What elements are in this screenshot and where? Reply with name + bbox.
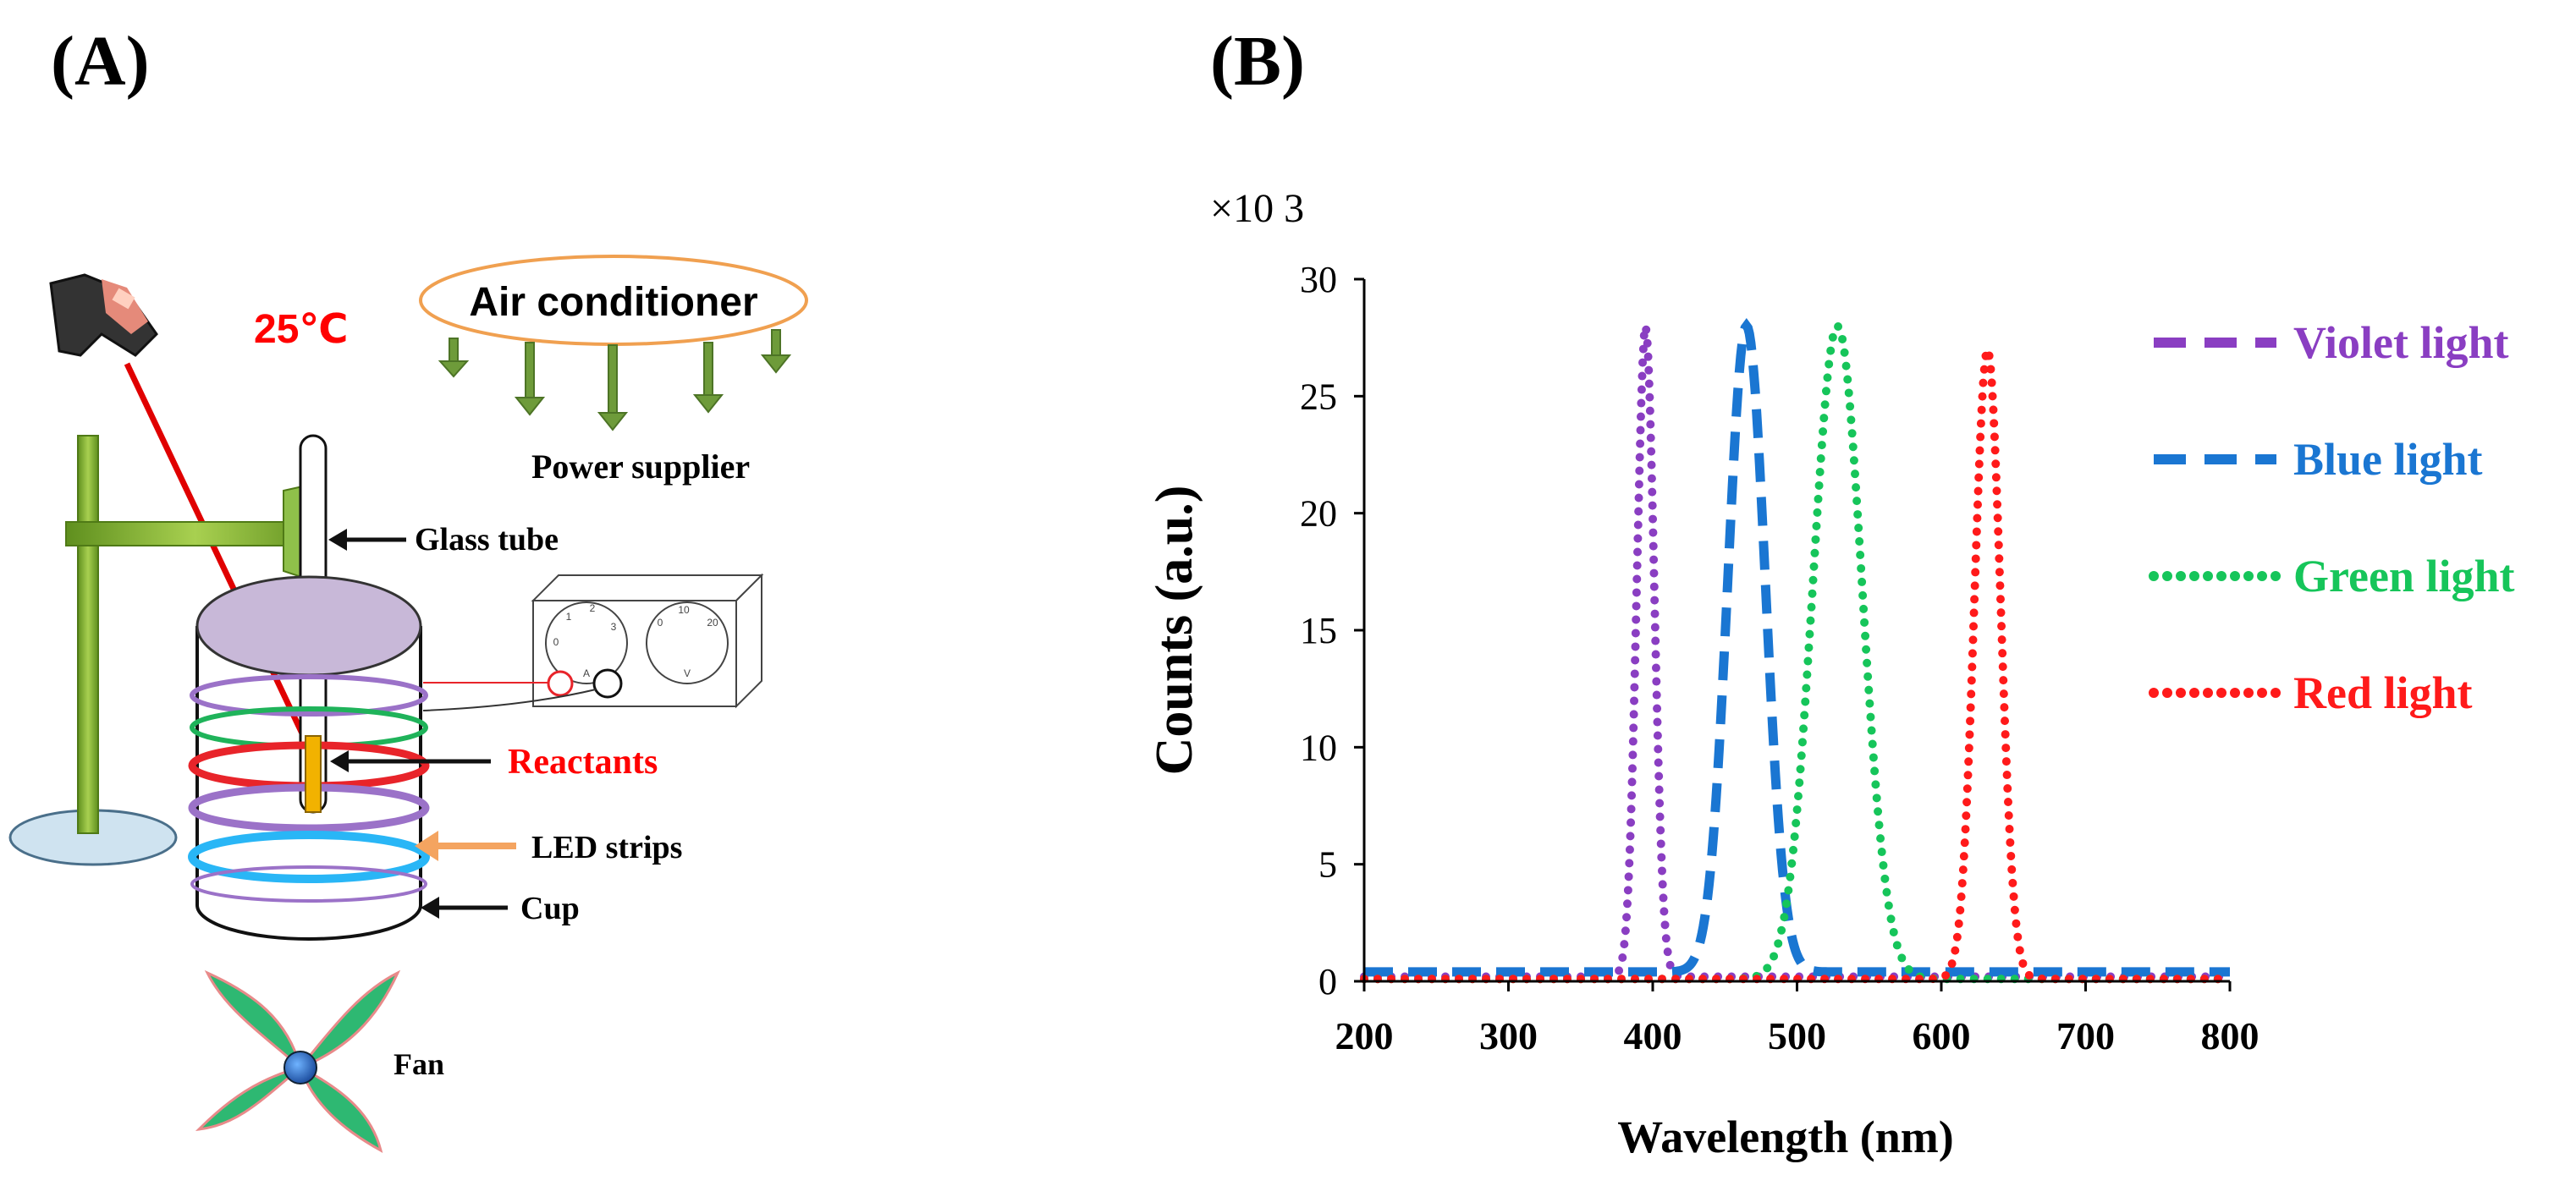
led-strips-arrow-icon [415, 831, 516, 861]
series-blue-light [1364, 318, 2230, 977]
glass-tube-label: Glass tube [415, 522, 559, 557]
airflow-arrow-icon [514, 342, 546, 416]
cup-arrow-icon [421, 897, 508, 919]
x-tick-label: 500 [1768, 1014, 1826, 1057]
svg-text:20: 20 [707, 617, 718, 629]
airflow-arrow-icon [597, 344, 629, 431]
panel-b: (B) ×10 3 200 300 400 500 600 700 800051015202… [1146, 22, 2515, 1162]
panel-b-label: (B) [1210, 22, 1305, 101]
legend-label: Red light [2293, 667, 2473, 718]
x-tick-label: 600 [1913, 1014, 1971, 1057]
glass-tube-arrow-icon [328, 529, 406, 551]
led-ring-violet [190, 674, 428, 717]
power-supplier-label: Power supplier [531, 447, 750, 486]
y-tick-label: 25 [1300, 376, 1337, 417]
reactants-label: Reactants [508, 743, 658, 782]
black-terminal-icon [592, 668, 623, 699]
panel-a-label: (A) [51, 22, 150, 101]
y-tick-label: 20 [1300, 493, 1337, 535]
led-ring-cyan [188, 831, 430, 883]
airflow-arrows [438, 329, 792, 431]
y-tick-label: 5 [1318, 844, 1337, 886]
fan-icon [195, 969, 401, 1153]
air-conditioner-label: Air conditioner [469, 280, 757, 325]
thermometer-icon [49, 273, 158, 357]
cup [195, 575, 422, 941]
led-strips-label: LED strips [531, 830, 682, 865]
voltmeter-dial-icon [646, 601, 729, 684]
svg-text:V: V [684, 667, 691, 679]
laser-beam [124, 362, 321, 767]
ammeter-dial-icon [545, 601, 628, 684]
temperature-label: 25℃ [254, 307, 349, 352]
x-tick-label: 300 [1479, 1014, 1538, 1057]
svg-text:A: A [583, 667, 590, 679]
airflow-arrow-icon [438, 338, 470, 378]
svg-text:0: 0 [658, 617, 663, 629]
y-tick-label: 0 [1318, 961, 1337, 1002]
reactant-tube [305, 735, 322, 813]
svg-text:1: 1 [566, 611, 572, 623]
cup-label: Cup [520, 891, 580, 926]
red-terminal-icon [547, 670, 574, 697]
emission-spectrum-chart: 200 300 400 500 600 700 800 0 5 10 15 20 25 30 Wavele… [1146, 259, 2515, 1162]
svg-text:3: 3 [611, 621, 617, 633]
reactants-arrow-icon [330, 750, 491, 772]
panel-a: (A) 25℃ Air conditioner Power supplier [8, 22, 808, 1153]
y-tick-label: 30 [1300, 259, 1337, 300]
airflow-arrow-icon [760, 329, 792, 374]
series-red-light [1360, 337, 2234, 984]
x-tick-label: 800 [2201, 1014, 2260, 1057]
x-tick-label: 700 [2056, 1014, 2115, 1057]
svg-text:10: 10 [678, 604, 690, 616]
legend: Violet light Blue light Green light Red lig… [2149, 317, 2515, 718]
x-axis-label: Wavelength (nm) [1617, 1112, 1954, 1162]
fan-label: Fan [394, 1047, 444, 1081]
x-tick-label: 200 [1335, 1014, 1394, 1057]
series-green-light [1360, 320, 2234, 984]
series-violet-light [1360, 325, 2234, 981]
y-multiplier: ×10 3 [1210, 186, 1304, 231]
legend-label: Violet light [2293, 317, 2508, 368]
y-tick-label: 15 [1300, 610, 1337, 651]
y-axis-label: Counts (a.u.) [1146, 486, 1203, 776]
y-tick-label: 10 [1300, 727, 1337, 768]
svg-text:2: 2 [590, 602, 596, 614]
led-ring-violet-3 [190, 865, 427, 903]
power-supply-box: 0 1 2 3 A 0 10 20 V [422, 573, 764, 711]
legend-label: Green light [2293, 551, 2515, 601]
airflow-arrow-icon [692, 342, 724, 414]
svg-text:0: 0 [553, 636, 559, 648]
x-tick-label: 400 [1624, 1014, 1682, 1057]
black-wire [422, 689, 597, 711]
legend-label: Blue light [2293, 434, 2483, 485]
